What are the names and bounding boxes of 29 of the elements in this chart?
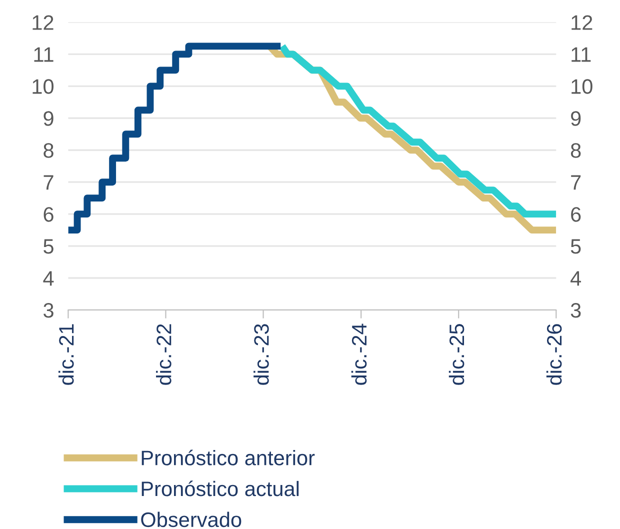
- y2-tick-label: 8: [570, 143, 581, 158]
- legend-label: Pronóstico actual: [142, 480, 299, 496]
- y-tick-label: 6: [44, 207, 54, 222]
- y2-tick-label: 6: [571, 207, 581, 222]
- y2-tick-label: 10: [572, 79, 592, 94]
- y-tick-label: 4: [43, 271, 54, 286]
- y-tick-label: 5: [44, 239, 54, 254]
- y-tick-label: 8: [44, 143, 54, 158]
- y2-tick-label: 11: [572, 47, 591, 62]
- y2-tick-label: 5: [570, 239, 581, 254]
- y2-tick-label: 12: [572, 15, 592, 30]
- x-tick-label: dic.-26: [546, 324, 562, 385]
- x-tick-label: dic.-21: [58, 324, 74, 385]
- y-tick-label: 12: [32, 15, 54, 30]
- x-tick-label: dic.-22: [156, 324, 172, 385]
- y-tick-label: 7: [44, 175, 54, 190]
- x-tick-label: dic.-24: [351, 324, 367, 385]
- x-tick-label: dic.-23: [254, 324, 269, 385]
- legend-label: Observado: [141, 512, 242, 528]
- y-tick-label: 10: [32, 79, 54, 94]
- y2-tick-label: 9: [571, 111, 581, 126]
- y2-tick-label: 3: [570, 302, 581, 318]
- y-tick-label: 9: [44, 111, 54, 126]
- x-tick-label: dic.-25: [448, 324, 464, 385]
- y2-tick-label: 7: [571, 175, 581, 190]
- y-tick-label: 11: [34, 47, 54, 62]
- y-tick-label: 3: [44, 302, 54, 318]
- legend-label: Pronóstico anterior: [142, 450, 315, 466]
- y2-tick-label: 4: [570, 271, 582, 286]
